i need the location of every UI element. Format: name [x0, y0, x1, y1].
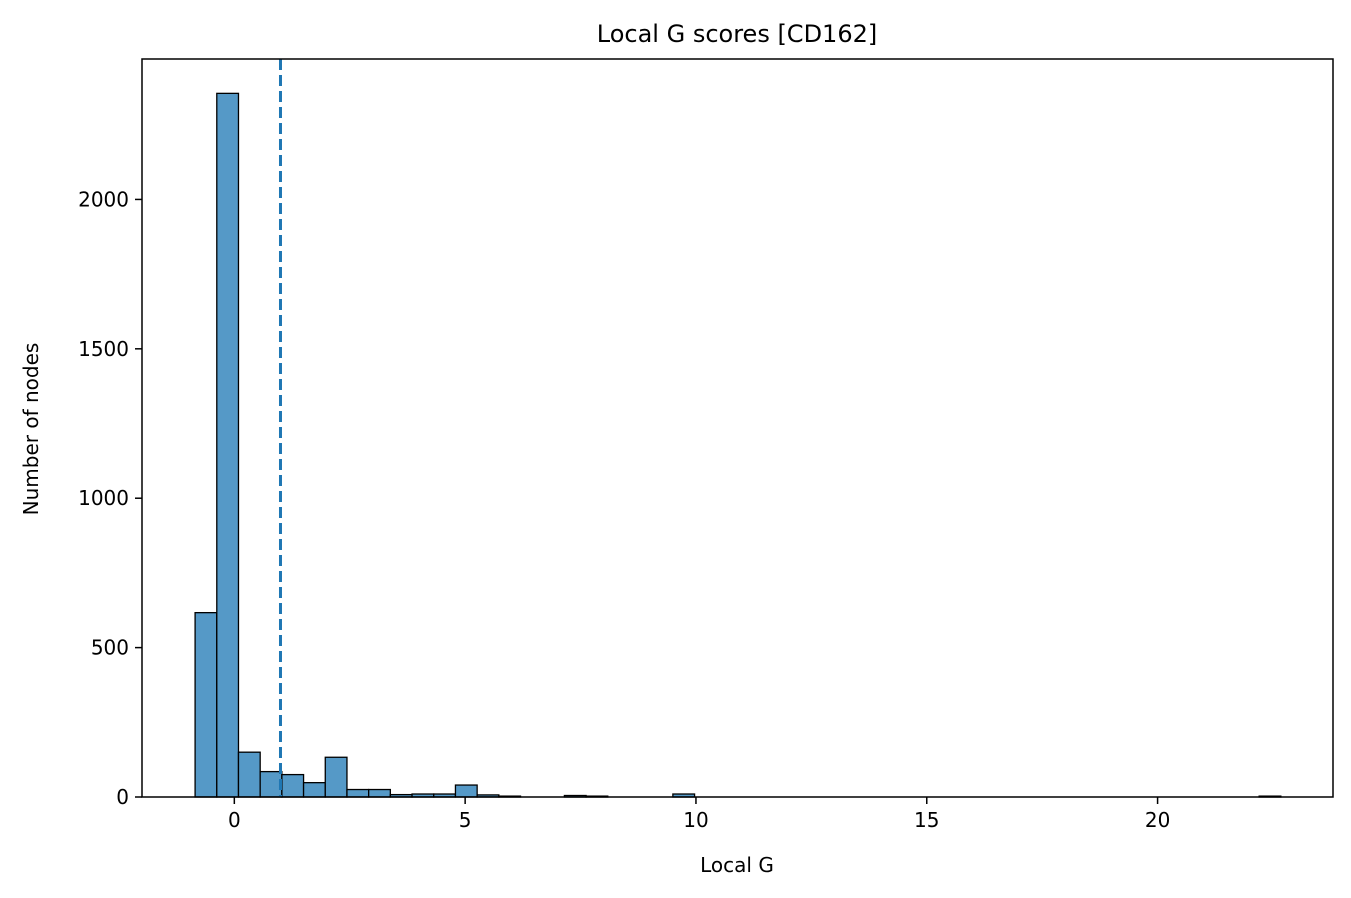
histogram-bars — [194, 92, 1282, 798]
plot-frame — [141, 58, 1334, 798]
histogram-bar — [302, 782, 326, 798]
chart-title: Local G scores [CD162] — [597, 20, 877, 48]
y-tick-label: 0 — [116, 785, 129, 809]
histogram-bar — [194, 611, 218, 798]
x-tick-label: 15 — [914, 808, 939, 832]
histogram-bar — [216, 92, 240, 798]
y-tick-label: 1000 — [78, 486, 129, 510]
y-axis-ticks: 0 500 1000 1500 2000 — [78, 187, 142, 809]
histogram-bar — [454, 784, 478, 798]
x-tick-label: 5 — [459, 808, 472, 832]
histogram-bar — [346, 788, 370, 798]
x-tick-label: 20 — [1145, 808, 1170, 832]
y-tick-label: 500 — [91, 636, 129, 660]
histogram-bar — [324, 756, 348, 798]
histogram-bar — [368, 788, 392, 798]
histogram-bar — [281, 773, 305, 798]
x-tick-label: 0 — [228, 808, 241, 832]
y-axis-label: Number of nodes — [19, 343, 43, 516]
y-tick-label: 1500 — [78, 337, 129, 361]
histogram-bar — [259, 770, 283, 798]
histogram-bar — [237, 751, 261, 798]
x-axis-ticks: 0 5 10 15 20 — [228, 797, 1170, 832]
x-tick-label: 10 — [683, 808, 708, 832]
y-tick-label: 2000 — [78, 187, 129, 211]
x-axis-label: Local G — [700, 853, 774, 877]
